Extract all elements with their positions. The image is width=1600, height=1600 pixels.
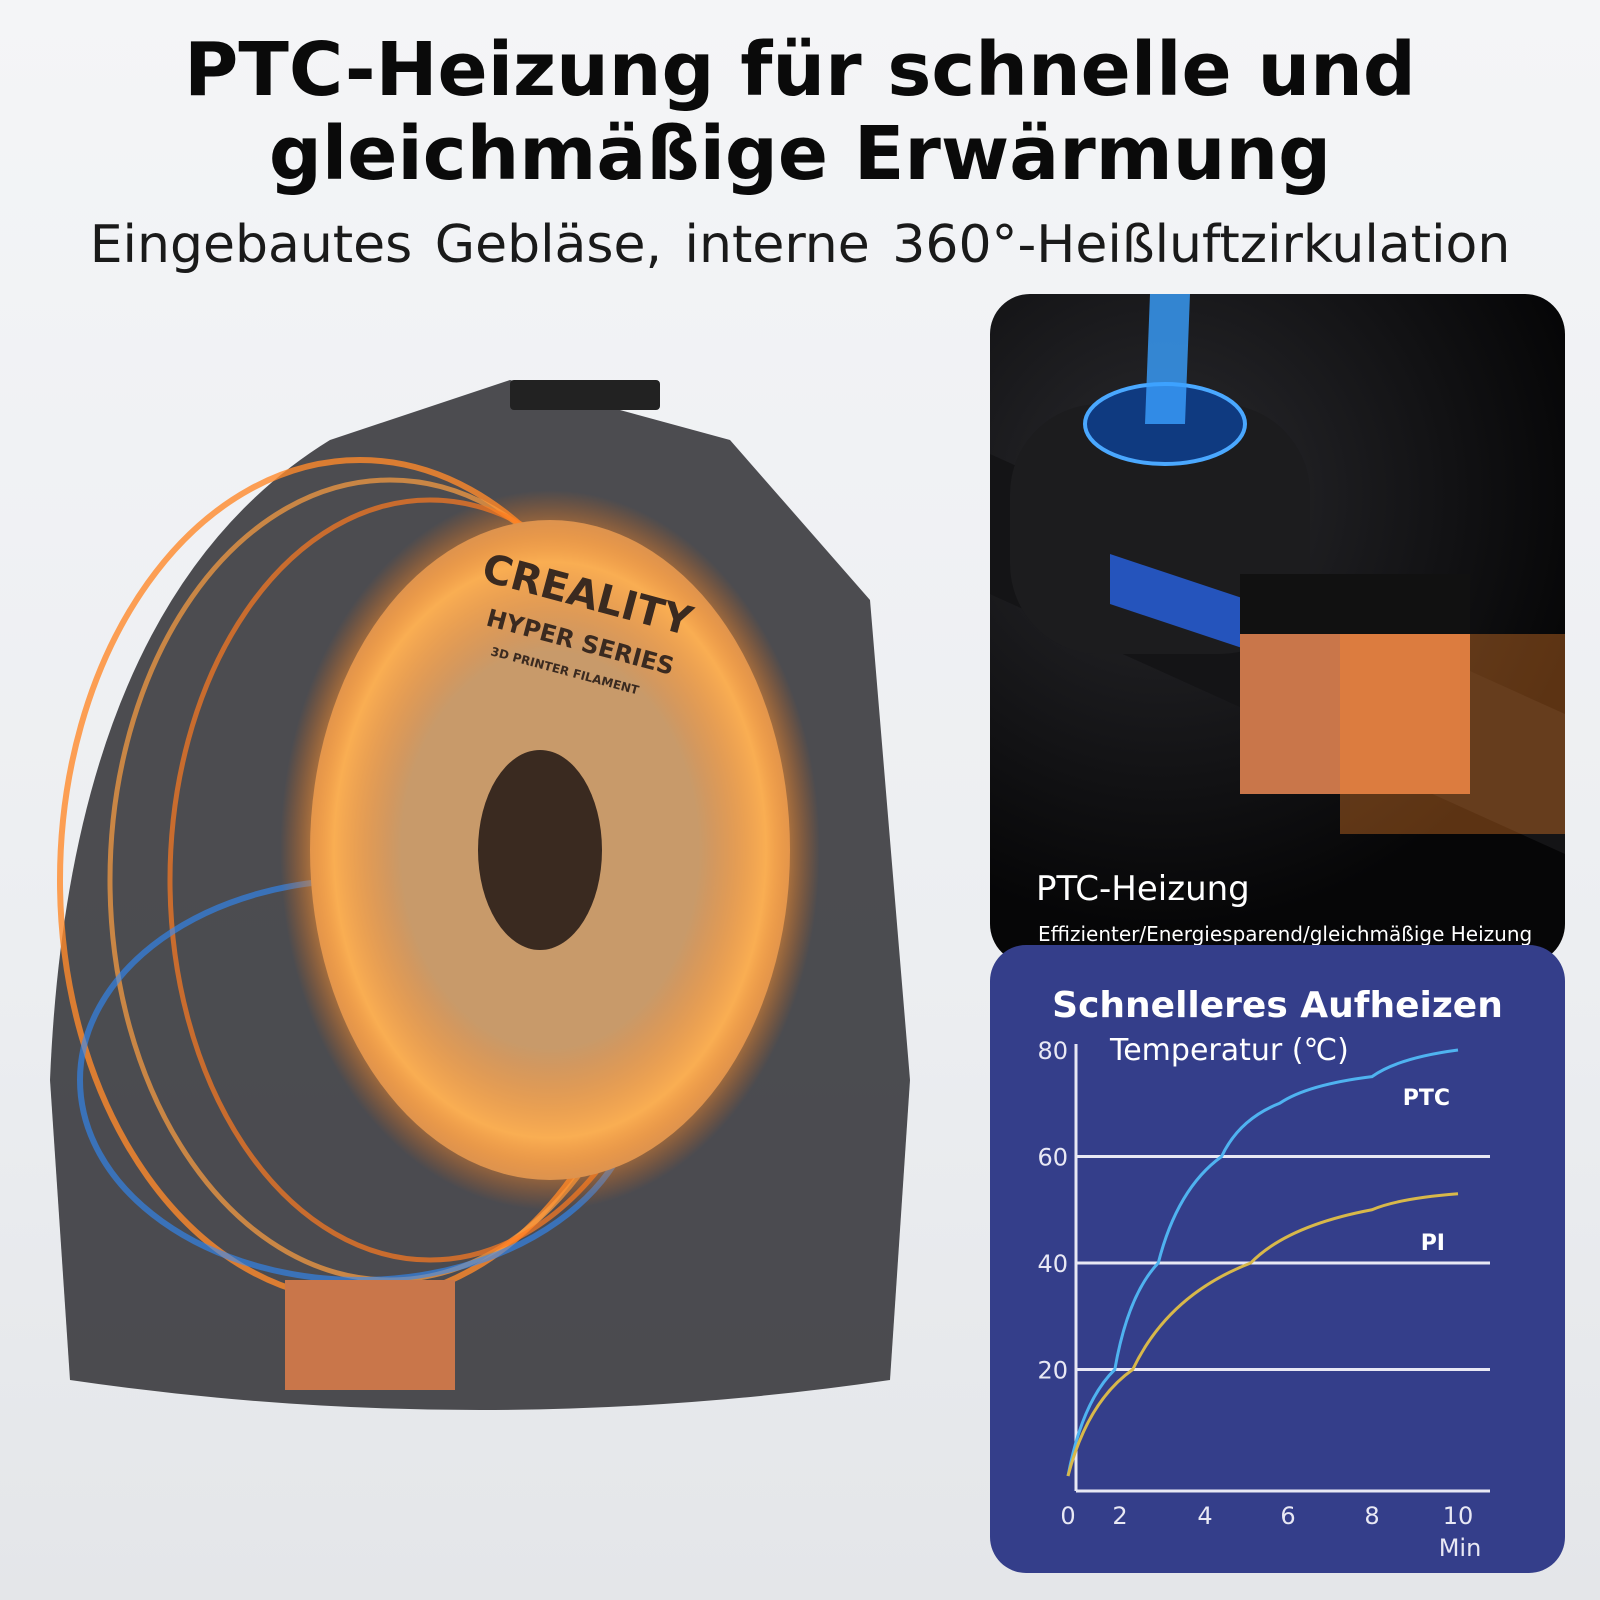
series-line-pi bbox=[1066, 1192, 1459, 1477]
chart-title: Schnelleres Aufheizen bbox=[1052, 985, 1503, 1026]
y-tick-label: 80 bbox=[1037, 1037, 1068, 1065]
chart-plot: 20 40 60 80 0 2 4 6 8 10 Min Temperatur (℃) PTC PI bbox=[1037, 1033, 1490, 1562]
x-tick-label: 6 bbox=[1280, 1502, 1295, 1530]
series-label: PTC bbox=[1403, 1086, 1450, 1111]
x-tick-label: 2 bbox=[1112, 1502, 1127, 1530]
series-label: PI bbox=[1421, 1231, 1445, 1256]
x-tick-label: 10 bbox=[1443, 1502, 1474, 1530]
filament-dryer-product-image: CREALITY HYPER SERIES 3D PRINTER FILAMEN… bbox=[50, 380, 910, 1410]
heating-speed-chart: Schnelleres Aufheizen 20 40 60 80 0 2 4 6 8 10 Min… bbox=[990, 945, 1565, 1573]
subheadline: Eingebautes Gebläse, interne 360°-Heißlu… bbox=[89, 215, 1511, 275]
spool-hub bbox=[478, 750, 602, 950]
x-tick-label: 8 bbox=[1364, 1502, 1379, 1530]
x-axis-label: Min bbox=[1439, 1534, 1482, 1562]
ptc-heater-block bbox=[285, 1280, 455, 1390]
fan-heater-illustration bbox=[990, 294, 1565, 854]
ptc-heater-photo-panel: PTC-Heizung Effizienter/Energiesparend/g… bbox=[990, 294, 1565, 964]
x-tick-label: 0 bbox=[1060, 1502, 1075, 1530]
y-tick-label: 60 bbox=[1037, 1144, 1068, 1172]
y-axis-label: Temperatur (℃) bbox=[1109, 1033, 1349, 1068]
ptc-heater-element bbox=[1240, 614, 1470, 794]
headline-line-2: gleichmäßige Erwärmung bbox=[268, 111, 1332, 197]
airflow-icon bbox=[1145, 294, 1190, 424]
series-line-ptc bbox=[1066, 1048, 1459, 1477]
photo-description: Effizienter/Energiesparend/gleichmäßige … bbox=[1038, 922, 1533, 946]
dryer-lid-handle bbox=[510, 380, 660, 410]
y-tick-label: 40 bbox=[1037, 1250, 1068, 1278]
y-tick-label: 20 bbox=[1037, 1357, 1068, 1385]
photo-title: PTC-Heizung bbox=[1036, 869, 1250, 909]
headline-line-1: PTC-Heizung für schnelle und bbox=[184, 27, 1416, 113]
x-tick-label: 4 bbox=[1197, 1502, 1212, 1530]
